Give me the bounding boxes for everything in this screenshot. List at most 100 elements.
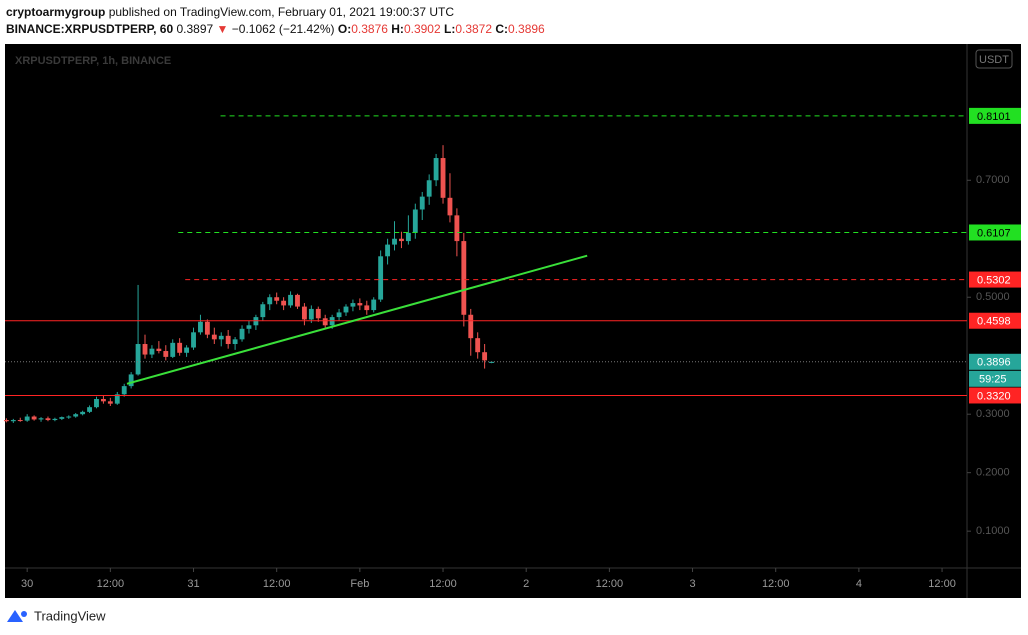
candle-body (281, 300, 287, 306)
o: 0.3876 (351, 22, 388, 36)
candle-body (121, 386, 127, 395)
candle-body (447, 197, 453, 216)
arrow: ▼ (216, 22, 229, 36)
candle-body (301, 306, 307, 320)
candle-body (156, 348, 162, 352)
candle-body (38, 418, 44, 420)
price-tag-label: 0.8101 (977, 111, 1011, 123)
candle-body (461, 241, 467, 315)
l: 0.3872 (455, 22, 493, 36)
price-tag-label: 0.3320 (977, 390, 1011, 402)
y-tick-label: 0.3000 (976, 408, 1010, 420)
l-label: L: (443, 22, 456, 36)
candle-body (454, 215, 460, 242)
logo (7, 610, 27, 622)
candle-body (232, 339, 238, 345)
candle-body (142, 344, 148, 355)
h: 0.3902 (403, 22, 441, 36)
published: published on TradingView.com, February 0… (108, 5, 455, 19)
candle-body (73, 414, 79, 417)
candle-body (128, 374, 134, 387)
candle-body (211, 334, 217, 340)
candle-body (412, 209, 418, 233)
candle-body (170, 342, 176, 357)
candle-body (364, 305, 370, 311)
candle-body (343, 306, 349, 313)
candle-body (315, 308, 321, 319)
candle-body (3, 420, 9, 422)
y-tick-label: 0.2000 (976, 467, 1010, 479)
x-tick-label: 31 (187, 578, 199, 590)
candle-body (198, 321, 203, 333)
candle-body (94, 398, 99, 408)
candle-body (468, 314, 474, 339)
candle-body (246, 325, 252, 329)
x-tick-label: 12:00 (263, 578, 291, 590)
c-label: C: (495, 22, 509, 36)
y-tick-label: 0.7000 (976, 174, 1010, 186)
x-tick-label: 12:00 (928, 578, 956, 590)
candle-body (177, 342, 183, 353)
currency-box[interactable] (975, 49, 1013, 69)
x-tick-label: 4 (856, 578, 862, 590)
candle-body (184, 347, 190, 353)
x-tick-label: 3 (689, 578, 695, 590)
ohlc-line: BINANCE:XRPUSDTPERP, 60 0.3897 ▼ −0.1062… (6, 22, 545, 36)
candle-body (392, 238, 397, 245)
candle-body (66, 416, 72, 418)
candle-body (191, 332, 196, 348)
candle-body (371, 299, 377, 311)
candle-body (225, 335, 231, 345)
candle-body (433, 158, 439, 181)
candle-body (10, 420, 16, 422)
candle-body (267, 297, 273, 305)
candle-body (52, 418, 58, 421)
candle-body (350, 303, 356, 307)
x-tick-label: 30 (21, 578, 33, 590)
price-tag (969, 353, 1021, 370)
candle-body (204, 321, 210, 335)
price-tag (969, 224, 1021, 241)
author[interactable]: cryptoarmygroup (6, 5, 106, 19)
y-tick-label: 0.5000 (976, 291, 1010, 303)
publish-line: cryptoarmygroup published on TradingView… (6, 5, 454, 19)
candle-body (426, 180, 432, 197)
candle-body (419, 196, 425, 210)
countdown: 59:25 (979, 374, 1007, 386)
candle-body (405, 232, 411, 242)
last: 0.3897 (176, 22, 214, 36)
currency: USDT (979, 54, 1009, 66)
c: 0.3896 (508, 22, 545, 36)
candle-body (482, 352, 488, 361)
candle-body (274, 297, 280, 301)
x-tick-label: 2 (523, 578, 529, 590)
change: −0.1062 (−21.42%) (231, 22, 335, 36)
candle-body (80, 411, 86, 415)
candle-body (288, 294, 293, 306)
price-tag-label: 0.4598 (977, 316, 1011, 328)
countdown-bg (969, 370, 1021, 387)
x-tick-label: 12:00 (97, 578, 125, 590)
candle-body (24, 416, 30, 421)
candle-body (399, 238, 404, 242)
candle-body (260, 304, 266, 318)
price-tag (969, 107, 1021, 124)
candle-body (135, 344, 141, 375)
candle-body (59, 417, 65, 419)
candle-body (336, 312, 342, 318)
x-tick-label: Feb (350, 578, 369, 590)
o-label: O: (337, 22, 352, 36)
price-tag (969, 271, 1021, 288)
candle-body (114, 394, 120, 404)
x-tick-label: 12:00 (429, 578, 457, 590)
candle-body (31, 416, 37, 420)
x-tick-label: 12:00 (762, 578, 790, 590)
candle-body (308, 308, 314, 320)
footer-brand: TradingView (34, 608, 106, 623)
candle-body (239, 328, 245, 340)
candle-body (378, 256, 384, 300)
watermark: XRPUSDTPERP, 1h, BINANCE (15, 55, 171, 67)
symbol: BINANCE:XRPUSDTPERP, 60 (6, 22, 174, 36)
